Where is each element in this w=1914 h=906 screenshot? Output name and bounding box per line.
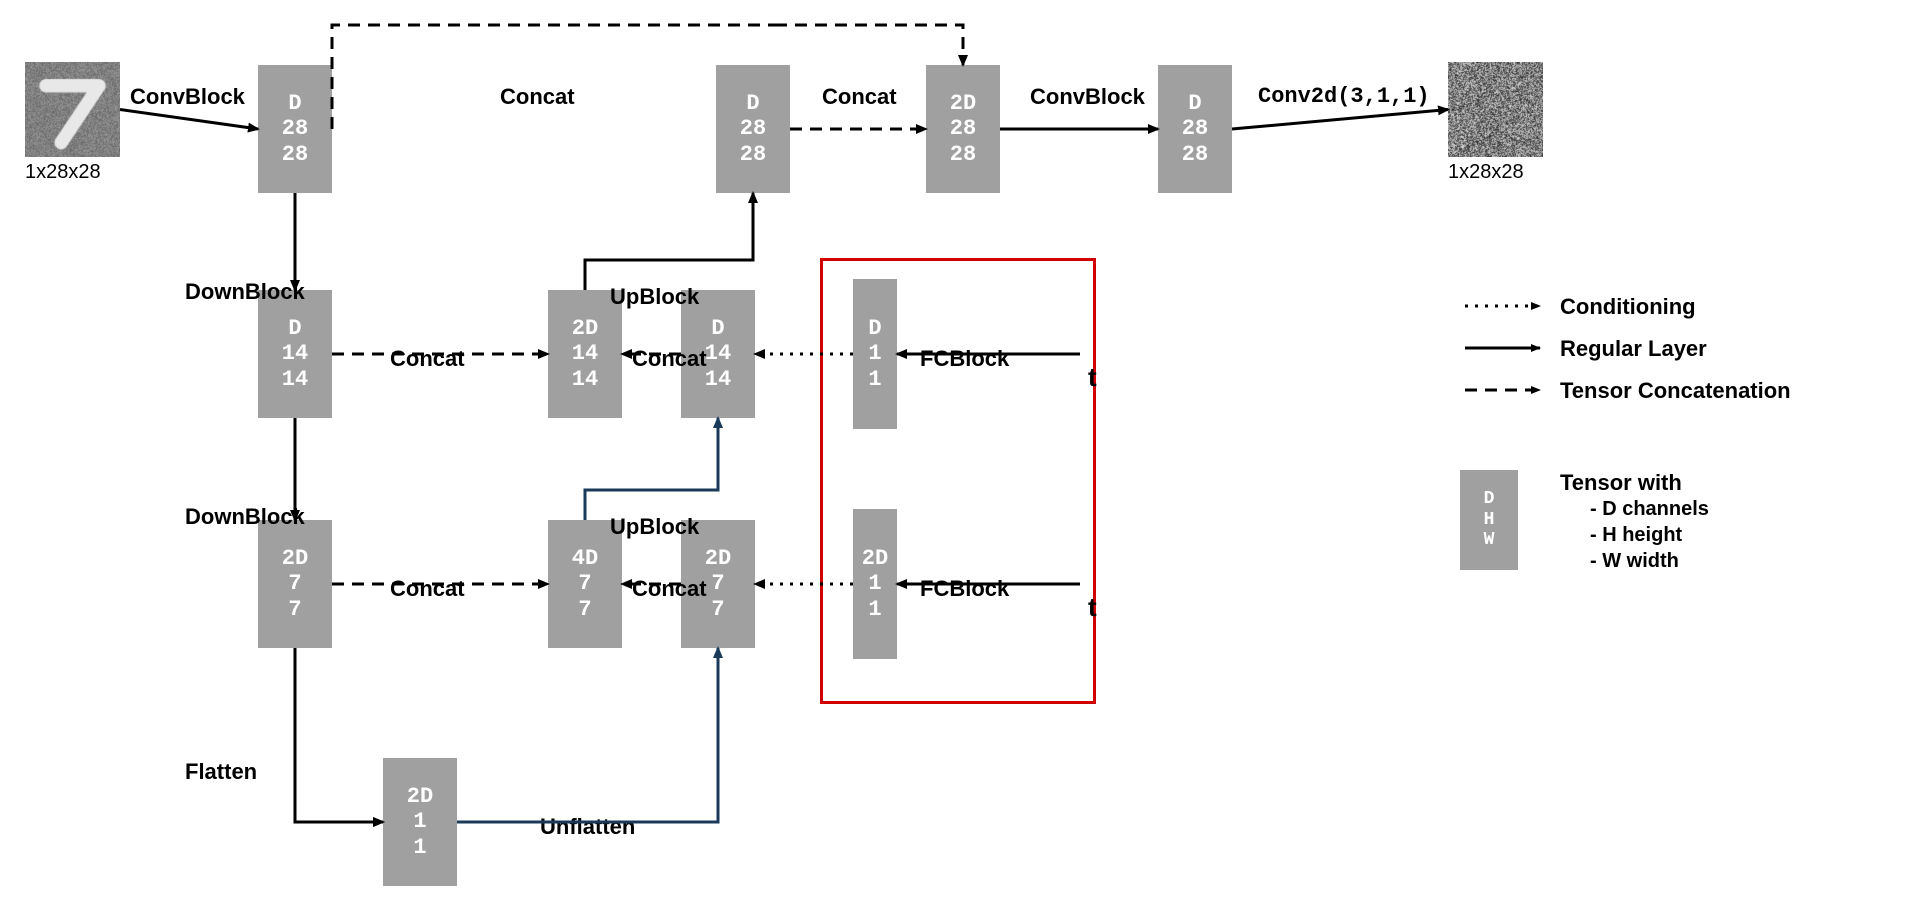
tensor-line: 2D bbox=[407, 784, 433, 809]
tensor-line: 14 bbox=[572, 367, 598, 392]
label-concat_r3: Concat bbox=[390, 576, 465, 602]
diagram-stage: D2828D28282D2828D2828D14142D1414D14142D7… bbox=[0, 0, 1914, 906]
tensor-line: 28 bbox=[950, 116, 976, 141]
arrow bbox=[585, 418, 718, 520]
label-downblock1: DownBlock bbox=[185, 279, 305, 305]
tensor-line: D bbox=[288, 91, 301, 116]
legend-tensor-title: Tensor with bbox=[1560, 470, 1682, 496]
arrow bbox=[585, 193, 753, 290]
label-flatten: Flatten bbox=[185, 759, 257, 785]
tensor-enc28: D2828 bbox=[258, 65, 332, 193]
tensor-line: 2D bbox=[282, 546, 308, 571]
tensor-line: D bbox=[1188, 91, 1201, 116]
tensor-line: 14 bbox=[282, 367, 308, 392]
label-t2: t bbox=[1088, 592, 1097, 623]
tensor-line: D bbox=[1484, 489, 1495, 510]
arrow bbox=[775, 25, 963, 65]
tensor-line: 14 bbox=[705, 341, 731, 366]
label-unflatten: Unflatten bbox=[540, 814, 635, 840]
arrow bbox=[295, 648, 383, 822]
tensor-line: 28 bbox=[1182, 142, 1208, 167]
legend-tensor-item: - W width bbox=[1590, 550, 1679, 573]
tensor-line: 7 bbox=[578, 597, 591, 622]
label-concat_r1b: Concat bbox=[822, 84, 897, 110]
label-upblock_r3: UpBlock bbox=[610, 514, 699, 540]
arrow bbox=[457, 648, 718, 822]
legend-tensor-item: - D channels bbox=[1590, 498, 1709, 521]
label-concat_r1a: Concat bbox=[500, 84, 575, 110]
tensor-line: 14 bbox=[705, 367, 731, 392]
tensor-line: 14 bbox=[282, 341, 308, 366]
arrow bbox=[295, 648, 383, 822]
tensor-line: 4D bbox=[572, 546, 598, 571]
conditioning-highlight-box bbox=[820, 258, 1096, 704]
tensor-line: 28 bbox=[282, 142, 308, 167]
tensor-flat: 2D11 bbox=[383, 758, 457, 886]
tensor-line: D bbox=[746, 91, 759, 116]
legend-arrows bbox=[1460, 288, 1550, 414]
tensor-line: 7 bbox=[711, 571, 724, 596]
arrow bbox=[120, 110, 258, 130]
tensor-line: 7 bbox=[578, 571, 591, 596]
tensor-line: 14 bbox=[572, 341, 598, 366]
tensor-line: D bbox=[288, 316, 301, 341]
label-convblock1: ConvBlock bbox=[130, 84, 245, 110]
tensor-line: 2D bbox=[950, 91, 976, 116]
tensor-line: 28 bbox=[950, 142, 976, 167]
label-fcblock2: FCBlock bbox=[920, 576, 1009, 602]
label-t1: t bbox=[1088, 362, 1097, 393]
tensor-line: 7 bbox=[711, 597, 724, 622]
tensor-line: 28 bbox=[740, 116, 766, 141]
tensor-up28: D2828 bbox=[716, 65, 790, 193]
input-image-caption: 1x28x28 bbox=[25, 161, 101, 184]
arrow bbox=[1232, 110, 1448, 130]
output-image-caption: 1x28x28 bbox=[1448, 161, 1524, 184]
label-concat_r3b: Concat bbox=[632, 576, 707, 602]
tensor-line: H bbox=[1484, 510, 1495, 531]
label-downblock2: DownBlock bbox=[185, 504, 305, 530]
tensor-line: 7 bbox=[288, 571, 301, 596]
legend-label: Regular Layer bbox=[1560, 336, 1707, 362]
tensor-line: 28 bbox=[282, 116, 308, 141]
label-convblock2: ConvBlock bbox=[1030, 84, 1145, 110]
tensor-line: 28 bbox=[1182, 116, 1208, 141]
legend-label: Conditioning bbox=[1560, 294, 1696, 320]
tensor-line: 28 bbox=[740, 142, 766, 167]
output-image bbox=[1448, 62, 1543, 157]
legend-tensor-item: - H height bbox=[1590, 524, 1682, 547]
tensor-line: 1 bbox=[413, 835, 426, 860]
tensor-line: 2D bbox=[572, 316, 598, 341]
tensor-enc7: 2D77 bbox=[258, 520, 332, 648]
tensor-cat28: 2D2828 bbox=[926, 65, 1000, 193]
tensor-line: W bbox=[1484, 530, 1495, 551]
tensor-enc14: D1414 bbox=[258, 290, 332, 418]
tensor-line: D bbox=[711, 316, 724, 341]
label-upblock_r2: UpBlock bbox=[610, 284, 699, 310]
label-fcblock1: FCBlock bbox=[920, 346, 1009, 372]
legend-tensor: DHW bbox=[1460, 470, 1518, 570]
label-concat_r2: Concat bbox=[390, 346, 465, 372]
input-image bbox=[25, 62, 120, 157]
tensor-line: 2D bbox=[705, 546, 731, 571]
arrow bbox=[332, 25, 775, 129]
label-conv2d: Conv2d(3,1,1) bbox=[1258, 84, 1430, 109]
tensor-line: 1 bbox=[413, 809, 426, 834]
legend-label: Tensor Concatenation bbox=[1560, 378, 1791, 404]
label-concat_r2b: Concat bbox=[632, 346, 707, 372]
tensor-line: 7 bbox=[288, 597, 301, 622]
tensor-out28: D2828 bbox=[1158, 65, 1232, 193]
